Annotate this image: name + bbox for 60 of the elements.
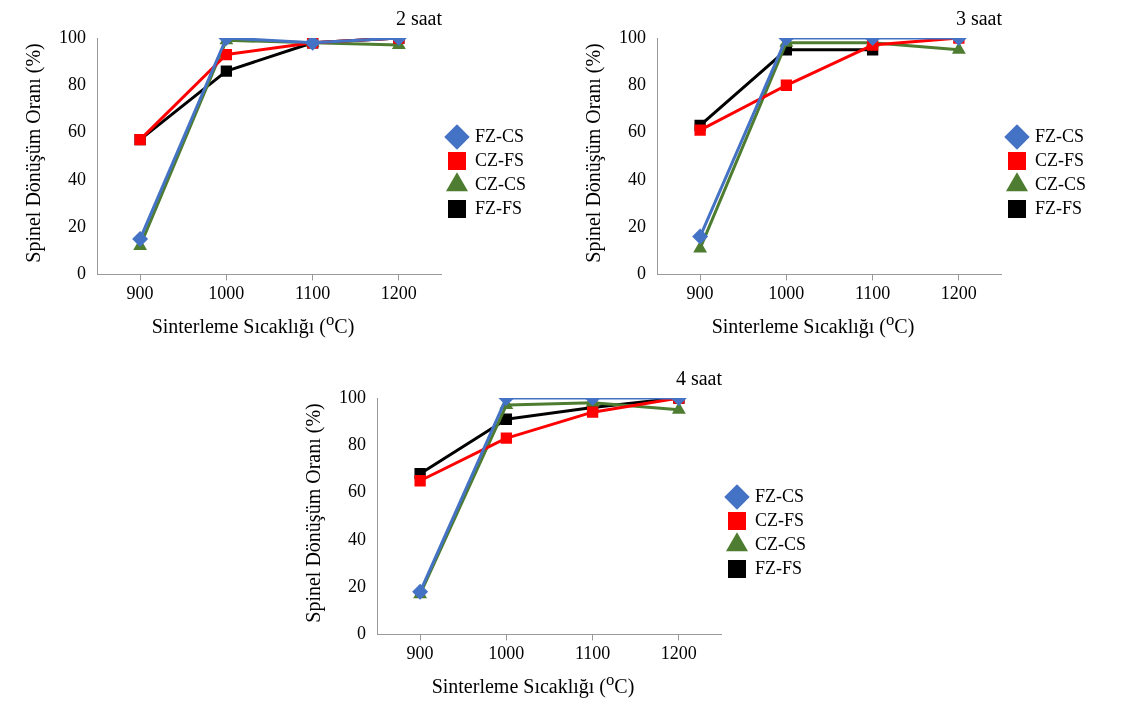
legend-label: CZ-FS (1034, 149, 1085, 170)
y-tick-label: 20 (348, 575, 366, 596)
y-tick-label: 20 (628, 215, 646, 236)
x-tick-label: 1200 (660, 642, 697, 663)
legend-label: FZ-FS (474, 197, 523, 218)
y-tick-label: 100 (59, 26, 86, 47)
x-tick-label: 1000 (488, 642, 525, 663)
legend-label: CZ-CS (474, 173, 526, 194)
point (220, 48, 233, 61)
x-tick-label: 1200 (380, 282, 417, 303)
x-tick-label: 1100 (294, 282, 331, 303)
point (780, 79, 793, 91)
point (692, 228, 709, 245)
point (500, 432, 513, 444)
legend-label: CZ-FS (754, 509, 805, 530)
point (586, 406, 599, 418)
y-tick-label: 60 (628, 121, 646, 142)
x-tick-label: 900 (126, 282, 154, 303)
chart-title: 3 saat (955, 7, 1003, 30)
y-tick-label: 40 (628, 168, 646, 189)
point (132, 230, 149, 247)
x-axis-title: Sinterleme Sıcaklığı ($^{o}$C) (710, 310, 916, 338)
y-tick-label: 40 (68, 168, 86, 189)
y-tick-label: 20 (68, 215, 86, 236)
point (414, 475, 426, 487)
y-tick-label: 100 (339, 386, 366, 407)
y-tick-label: 60 (348, 481, 366, 502)
x-tick-label: 1200 (940, 282, 977, 303)
y-tick-label: 80 (68, 74, 86, 95)
point (220, 65, 233, 77)
legend-label: CZ-FS (474, 149, 525, 170)
x-axis-title: Sinterleme Sıcaklığı ($^{o}$C) (430, 670, 636, 698)
x-tick-label: 1000 (768, 282, 805, 303)
x-tick-label: 1000 (208, 282, 245, 303)
legend-label: FZ-FS (754, 557, 803, 578)
y-axis-title: Spinel Dönüşüm Oranı (%) (22, 43, 45, 263)
legend-label: CZ-CS (754, 533, 806, 554)
y-tick-label: 0 (637, 263, 646, 284)
y-tick-label: 100 (619, 26, 646, 47)
x-tick-label: 900 (686, 282, 714, 303)
y-tick-label: 0 (77, 263, 86, 284)
legend-label: FZ-CS (1034, 125, 1085, 146)
y-axis-title: Spinel Dönüşüm Oranı (%) (302, 403, 325, 623)
y-axis-title: Spinel Dönüşüm Oranı (%) (582, 43, 605, 263)
y-tick-label: 0 (357, 623, 366, 644)
legend-label: FZ-FS (1034, 197, 1083, 218)
y-tick-label: 40 (348, 528, 366, 549)
legend-label: CZ-CS (1034, 173, 1086, 194)
point (694, 124, 706, 136)
y-tick-label: 80 (348, 434, 366, 455)
x-tick-label: 1100 (574, 642, 611, 663)
y-tick-label: 60 (68, 121, 86, 142)
chart-title: 4 saat (675, 367, 723, 390)
x-tick-label: 900 (406, 642, 434, 663)
x-axis-title: Sinterleme Sıcaklığı ($^{o}$C) (150, 310, 356, 338)
chart-title: 2 saat (395, 7, 443, 30)
y-tick-label: 80 (628, 74, 646, 95)
x-tick-label: 1100 (854, 282, 891, 303)
legend-label: FZ-CS (754, 485, 805, 506)
legend-label: FZ-CS (474, 125, 525, 146)
